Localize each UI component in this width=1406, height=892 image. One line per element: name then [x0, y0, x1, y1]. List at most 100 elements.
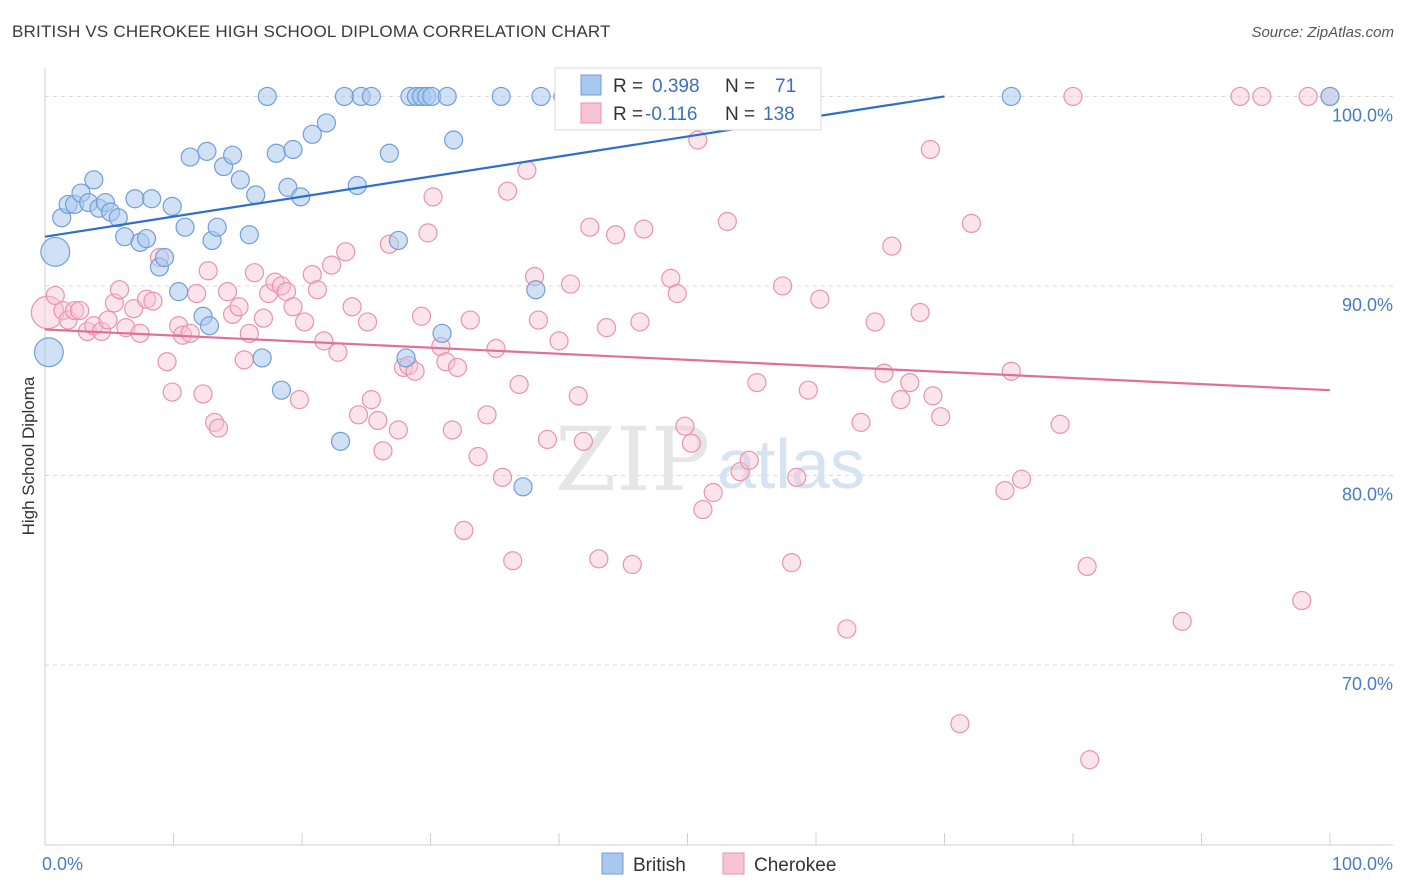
cherokee-point-98	[703, 482, 723, 503]
cherokee-point-83	[580, 217, 600, 237]
cherokee-point-13	[124, 299, 144, 319]
british-point-44	[347, 175, 367, 196]
cherokee-point-4	[64, 300, 85, 321]
series-british-points	[33, 86, 1340, 497]
cherokee-point-33	[244, 263, 265, 283]
british-point-46	[361, 86, 381, 107]
legend-british-n-label: N =	[725, 76, 755, 97]
british-point-13	[125, 189, 145, 209]
cherokee-point-129	[1080, 750, 1100, 770]
cherokee-point-113	[874, 363, 894, 383]
british-point-60	[526, 280, 546, 300]
cherokee-point-60	[418, 223, 438, 243]
cherokee-point-11	[109, 280, 130, 300]
british-point-49	[396, 348, 416, 368]
cherokee-point-100	[717, 211, 737, 232]
cherokee-point-77	[528, 310, 549, 330]
cherokee-point-127	[1063, 86, 1083, 107]
british-point-31	[239, 225, 259, 245]
cherokee-point-88	[622, 554, 642, 575]
british-point-25	[199, 316, 220, 336]
british-point-21	[175, 217, 195, 237]
cherokee-point-97	[693, 499, 713, 520]
cherokee-point-117	[910, 302, 930, 323]
cherokee-point-89	[630, 312, 650, 332]
cherokee-point-64	[442, 420, 462, 440]
cherokee-point-130	[1172, 611, 1192, 631]
watermark-zip: ZIP	[555, 408, 710, 511]
cherokee-point-74	[509, 374, 529, 395]
bottom-legend: British Cherokee	[601, 852, 836, 876]
british-point-42	[330, 431, 351, 451]
cherokee-point-22	[180, 323, 200, 343]
cherokee-point-133	[1292, 590, 1312, 611]
cherokee-point-58	[405, 361, 425, 381]
cherokee-point-85	[596, 318, 617, 338]
british-point-24	[197, 141, 217, 161]
cherokee-point-95	[681, 433, 701, 453]
cherokee-point-73	[503, 551, 523, 571]
cherokee-point-32	[239, 323, 259, 343]
cherokee-point-122	[961, 213, 982, 233]
cherokee-point-70	[486, 338, 506, 359]
british-point-29	[223, 145, 243, 165]
cherokee-point-48	[342, 297, 362, 317]
legend-british-r-value: 0.398	[652, 76, 700, 97]
cherokee-point-19	[162, 382, 182, 402]
legend-british-n-value: 71	[775, 76, 796, 97]
cherokee-point-42	[302, 264, 322, 285]
cherokee-point-86	[605, 225, 626, 245]
cherokee-point-53	[373, 441, 393, 461]
cherokee-point-105	[772, 276, 793, 296]
cherokee-point-69	[477, 405, 497, 425]
british-point-56	[437, 86, 457, 107]
british-point-20	[169, 282, 189, 302]
british-point-59	[513, 477, 533, 497]
cherokee-point-78	[537, 429, 558, 450]
series-cherokee-points	[30, 86, 1340, 770]
british-point-47	[379, 143, 399, 163]
cherokee-point-103	[747, 372, 767, 393]
cherokee-point-5	[70, 300, 90, 321]
british-point-19	[162, 196, 182, 216]
cherokee-point-90	[634, 219, 654, 239]
british-point-68	[1320, 86, 1340, 107]
cherokee-point-120	[931, 407, 951, 427]
watermark-atlas: atlas	[717, 425, 865, 503]
british-point-35	[266, 143, 286, 163]
cherokee-point-93	[667, 283, 687, 304]
cherokee-point-71	[492, 467, 513, 487]
british-point-15	[136, 228, 157, 249]
cherokee-point-43	[307, 280, 328, 300]
cherokee-point-82	[573, 431, 594, 451]
bottom-legend-cherokee-swatch	[722, 852, 745, 875]
cherokee-point-128	[1077, 556, 1097, 577]
cherokee-point-45	[321, 255, 342, 275]
cherokee-point-28	[217, 282, 238, 302]
cherokee-point-34	[253, 308, 274, 328]
legend-cherokee-swatch	[580, 102, 602, 124]
british-point-37	[278, 177, 298, 197]
british-point-40	[302, 124, 322, 144]
cherokee-point-29	[223, 304, 243, 324]
legend-british-swatch	[580, 74, 602, 96]
cherokee-point-81	[568, 386, 588, 406]
cherokee-point-59	[411, 306, 432, 326]
y-axis-label: High School Diploma	[19, 376, 38, 535]
cherokee-point-39	[283, 297, 303, 317]
british-point-7	[84, 170, 104, 190]
chart-source: Source: ZipAtlas.com	[1251, 24, 1394, 41]
cherokee-point-67	[460, 310, 480, 330]
british-point-48	[388, 230, 408, 251]
cherokee-point-63	[436, 352, 456, 372]
x-tick-label-1: 100.0%	[1332, 854, 1393, 874]
cherokee-point-116	[900, 372, 920, 393]
cherokee-point-51	[361, 390, 381, 410]
british-point-67	[1001, 86, 1021, 107]
bottom-legend-british-swatch	[601, 852, 624, 875]
cherokee-point-2	[53, 300, 73, 321]
legend-box: R = 0.398 N = 71 R = -0.116 N = 138	[554, 67, 822, 131]
british-point-61	[531, 86, 551, 107]
x-tick-labels: 0.0% 100.0%	[42, 854, 1393, 874]
x-tick-label-0: 0.0%	[42, 854, 83, 874]
